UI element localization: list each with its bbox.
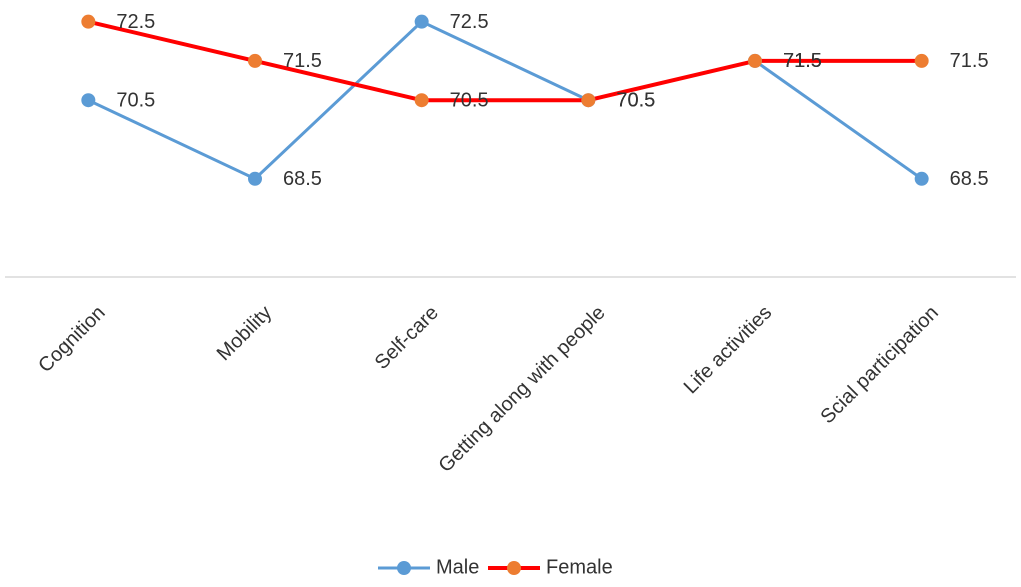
data-label: 71.5 bbox=[783, 50, 822, 72]
x-tick-label: Mobility bbox=[213, 302, 276, 365]
data-label: 72.5 bbox=[116, 11, 155, 33]
data-label: 68.5 bbox=[283, 168, 322, 190]
data-label: 68.5 bbox=[950, 168, 989, 190]
data-label: 71.5 bbox=[283, 50, 322, 72]
legend-marker bbox=[397, 561, 411, 575]
legend-label: Male bbox=[436, 556, 479, 578]
legend-label: Female bbox=[546, 556, 613, 578]
x-tick-label: Cognition bbox=[34, 302, 109, 377]
x-tick-label: Life activities bbox=[680, 302, 777, 399]
marker bbox=[248, 171, 262, 186]
data-label: 70.5 bbox=[116, 89, 155, 111]
x-tick-label: Scial participation bbox=[817, 302, 943, 428]
data-label: 71.5 bbox=[950, 50, 989, 72]
series-line bbox=[87, 19, 922, 103]
marker bbox=[414, 93, 429, 108]
x-tick-label: Getting along with people bbox=[434, 302, 609, 477]
x-tick-label: Self-care bbox=[371, 302, 443, 374]
marker bbox=[914, 171, 929, 186]
data-label: 70.5 bbox=[616, 89, 655, 111]
data-label: 72.5 bbox=[450, 11, 489, 33]
marker bbox=[248, 53, 262, 68]
data-label: 71.5 bbox=[783, 50, 822, 72]
marker bbox=[81, 14, 96, 29]
data-label: 70.5 bbox=[616, 89, 655, 111]
marker bbox=[414, 14, 429, 29]
data-label: 70.5 bbox=[450, 89, 489, 111]
series-line bbox=[87, 20, 923, 181]
marker bbox=[748, 53, 762, 68]
marker bbox=[914, 53, 929, 68]
legend-marker bbox=[507, 561, 521, 575]
marker bbox=[581, 93, 596, 108]
marker bbox=[81, 93, 96, 108]
